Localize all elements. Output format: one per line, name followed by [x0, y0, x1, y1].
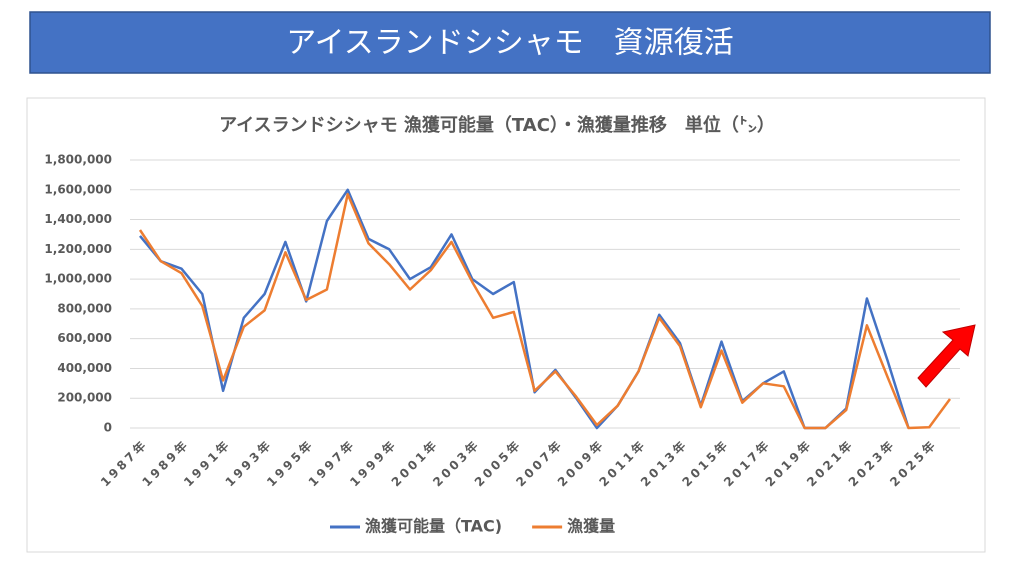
y-tick-label: 400,000 [57, 361, 112, 375]
header-box [29, 11, 991, 74]
header-title: アイスランドシシャモ 資源復活 [286, 26, 734, 61]
y-tick-label: 1,400,000 [44, 212, 112, 226]
y-tick-label: 200,000 [57, 391, 112, 405]
y-tick-label: 800,000 [57, 301, 112, 315]
chart-title: アイスランドシシャモ 漁獲可能量（TAC）・漁獲量推移 単位（㌧） [219, 114, 775, 136]
chart-frame [26, 97, 986, 553]
y-tick-label: 1,800,000 [44, 153, 112, 167]
up-arrow [917, 324, 976, 388]
y-tick-label: 600,000 [57, 331, 112, 345]
y-tick-label: 1,600,000 [44, 182, 112, 196]
y-tick-label: 1,000,000 [44, 272, 112, 286]
y-tick-label: 0 [104, 421, 112, 435]
legend-label: 漁獲量 [567, 517, 615, 536]
y-tick-label: 1,200,000 [44, 242, 112, 256]
legend-label: 漁獲可能量（TAC) [365, 517, 502, 536]
series-line [139, 188, 910, 430]
series-line [138, 192, 952, 430]
